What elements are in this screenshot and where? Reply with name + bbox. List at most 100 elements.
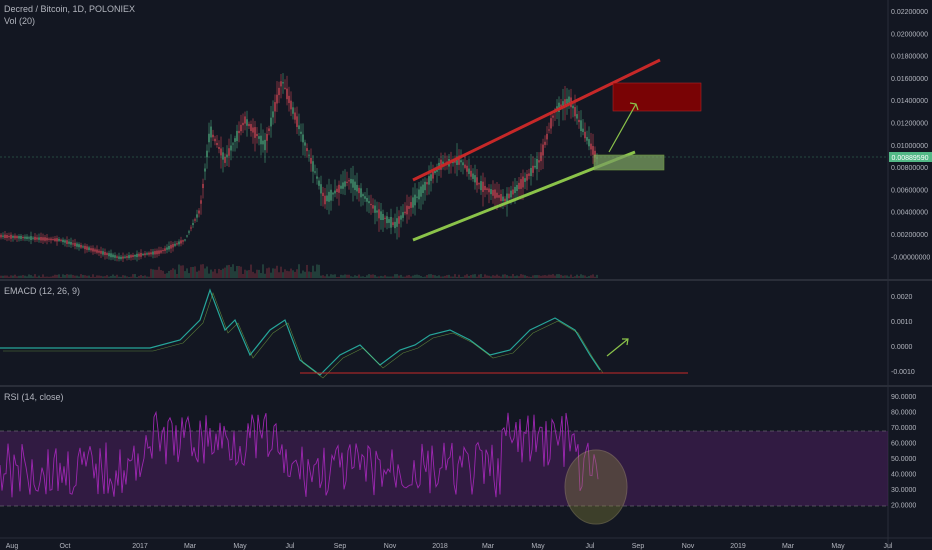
candle-body	[112, 254, 114, 258]
candle-body	[522, 176, 524, 188]
candle-body	[330, 189, 332, 201]
volume-bar	[330, 274, 332, 278]
entry-zone-box[interactable]	[593, 154, 665, 171]
volume-bar	[544, 275, 546, 278]
candle-body	[110, 253, 112, 258]
candle-body	[470, 170, 472, 177]
volume-bar	[402, 276, 404, 278]
volume-bar	[332, 274, 334, 278]
volume-bar	[406, 275, 408, 278]
volume-bar	[488, 275, 490, 278]
time-axis[interactable]: Aug Oct 2017 Mar May Jul Sep Nov 2018 Mar May Jul Se…	[6, 543, 893, 550]
volume-bar	[376, 276, 378, 278]
axis-label: -0.0010	[891, 369, 915, 376]
volume-bar	[126, 276, 128, 278]
volume-bar	[410, 276, 412, 278]
candle-body	[360, 188, 362, 198]
volume-bar	[492, 275, 494, 278]
candle-body	[456, 156, 458, 165]
candle-body	[172, 244, 174, 248]
candle-body	[280, 81, 282, 87]
volume-bar	[278, 272, 280, 278]
candle-body	[358, 187, 360, 194]
candle-body	[530, 167, 532, 177]
candle-body	[180, 240, 182, 244]
axis-label: 70.0000	[891, 425, 916, 432]
volume-bar	[18, 275, 20, 278]
volume-bar	[268, 267, 270, 278]
projection-arrow[interactable]	[608, 103, 637, 153]
volume-bar	[20, 275, 22, 278]
macd-axis[interactable]: 0.0020 0.0010 0.0000 -0.0010	[891, 294, 915, 376]
volume-bar	[590, 275, 592, 278]
candle-body	[218, 147, 220, 149]
candle-body	[258, 136, 260, 139]
resistance-trendline[interactable]	[412, 58, 661, 182]
candle-body	[148, 252, 150, 255]
candle-body	[210, 126, 212, 138]
candle-body	[220, 148, 222, 156]
candle-body	[226, 154, 228, 158]
axis-label: -0.00000000	[891, 254, 930, 261]
volume-label: Vol (20)	[4, 16, 36, 26]
volume-bar	[592, 274, 594, 278]
candle-body	[532, 165, 534, 173]
candle-body	[526, 174, 528, 181]
candle-body	[320, 184, 322, 194]
volume-bar	[148, 276, 150, 278]
time-label: Sep	[632, 543, 645, 550]
volume-bar	[430, 274, 432, 278]
rsi-highlight-circle[interactable]	[564, 449, 628, 525]
volume-bar	[516, 275, 518, 278]
price-axis[interactable]: 0.02200000 0.02000000 0.01800000 0.01600000…	[891, 9, 930, 261]
volume-bar	[114, 275, 116, 278]
candle-body	[316, 176, 318, 179]
macd-arrow[interactable]	[606, 338, 629, 357]
volume-bar	[390, 276, 392, 278]
volume-bar	[404, 276, 406, 278]
volume-bar	[502, 274, 504, 278]
volume-bar	[196, 271, 198, 278]
candle-body	[120, 256, 122, 259]
volume-bar	[458, 274, 460, 278]
volume-bar	[130, 276, 132, 278]
volume-bar	[466, 274, 468, 278]
volume-bar	[190, 267, 192, 278]
volume-bar	[64, 275, 66, 278]
volume-bar	[136, 276, 138, 278]
rsi-axis[interactable]: 90.0000 80.0000 70.0000 60.0000 50.0000 40.00…	[891, 394, 916, 510]
volume-bar	[562, 275, 564, 278]
time-label: May	[831, 543, 845, 550]
axis-label: 40.0000	[891, 472, 916, 479]
candle-body	[186, 235, 188, 237]
candle-body	[346, 181, 348, 184]
candle-body	[538, 160, 540, 163]
volume-bar	[342, 275, 344, 278]
candle-body	[18, 236, 20, 239]
volume-bar	[436, 276, 438, 278]
candle-body	[370, 203, 372, 206]
candle-body	[216, 142, 218, 146]
volume-bar	[550, 274, 552, 278]
volume-bar	[204, 268, 206, 278]
volume-bar	[236, 266, 238, 278]
candle-body	[146, 253, 148, 255]
volume-bar	[240, 266, 242, 278]
candle-body	[44, 237, 46, 241]
volume-bar	[318, 264, 320, 278]
candle-body	[268, 128, 270, 131]
candle-body	[524, 178, 526, 182]
volume-bar	[112, 274, 114, 278]
candle-body	[6, 234, 8, 238]
axis-label: 20.0000	[891, 503, 916, 510]
target-zone-box[interactable]	[612, 82, 702, 112]
volume-bar	[478, 274, 480, 278]
time-label: Jul	[586, 543, 595, 550]
candle-body	[46, 237, 48, 241]
volume-bar	[52, 275, 54, 278]
time-label: Mar	[184, 543, 197, 550]
volume-bar	[186, 268, 188, 278]
candle-body	[240, 124, 242, 132]
volume-bar	[284, 269, 286, 278]
